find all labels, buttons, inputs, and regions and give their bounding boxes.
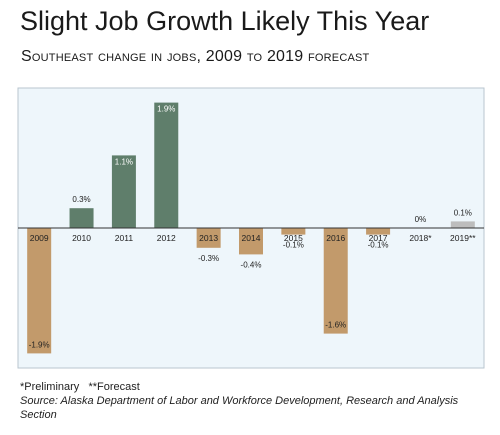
bar-2019	[450, 221, 475, 228]
data-label: 0.3%	[72, 195, 90, 204]
category-label: 2015	[284, 233, 303, 243]
category-label: 2009	[30, 233, 49, 243]
bar-2015	[281, 228, 306, 235]
bar-2016	[323, 228, 348, 334]
bar-2011	[111, 155, 136, 228]
bar-2014	[239, 228, 263, 255]
category-label: 2019**	[450, 233, 476, 243]
category-label: 2018*	[409, 233, 432, 243]
data-label: 0%	[415, 215, 427, 224]
category-label: 2010	[72, 233, 91, 243]
subtitle-text: Southeast change in jobs, 2009 to 2019 f…	[21, 48, 370, 65]
category-label: 2012	[157, 233, 176, 243]
category-label: 2013	[199, 233, 218, 243]
bar-2013	[196, 228, 221, 248]
bar-2012	[154, 102, 179, 228]
data-label: -0.3%	[198, 254, 219, 263]
data-label: 0.1%	[454, 208, 472, 217]
bar-2010	[69, 208, 94, 228]
data-label: -1.9%	[29, 340, 50, 349]
bar-2017	[366, 228, 391, 235]
category-label: 2017	[369, 233, 388, 243]
chart-title: Slight Job Growth Likely This Year	[20, 6, 430, 36]
data-label: -0.4%	[241, 260, 262, 269]
chart-subtitle: Southeast change in jobs, 2009 to 2019 f…	[21, 48, 369, 66]
footnote: *Preliminary **Forecast	[20, 381, 140, 393]
bar-2009	[27, 228, 52, 354]
data-label: 1.9%	[157, 105, 175, 114]
source-note: Source: Alaska Department of Labor and W…	[20, 395, 459, 421]
category-label: 2016	[326, 233, 345, 243]
data-label: 1.1%	[115, 157, 133, 166]
data-label: -1.6%	[325, 321, 346, 330]
category-label: 2014	[242, 233, 261, 243]
data-label: -0.1%	[368, 241, 389, 250]
category-label: 2011	[115, 233, 134, 243]
data-label: -0.1%	[283, 241, 304, 250]
chart-notes: *Preliminary **Forecast Source: Alaska D…	[20, 380, 490, 422]
